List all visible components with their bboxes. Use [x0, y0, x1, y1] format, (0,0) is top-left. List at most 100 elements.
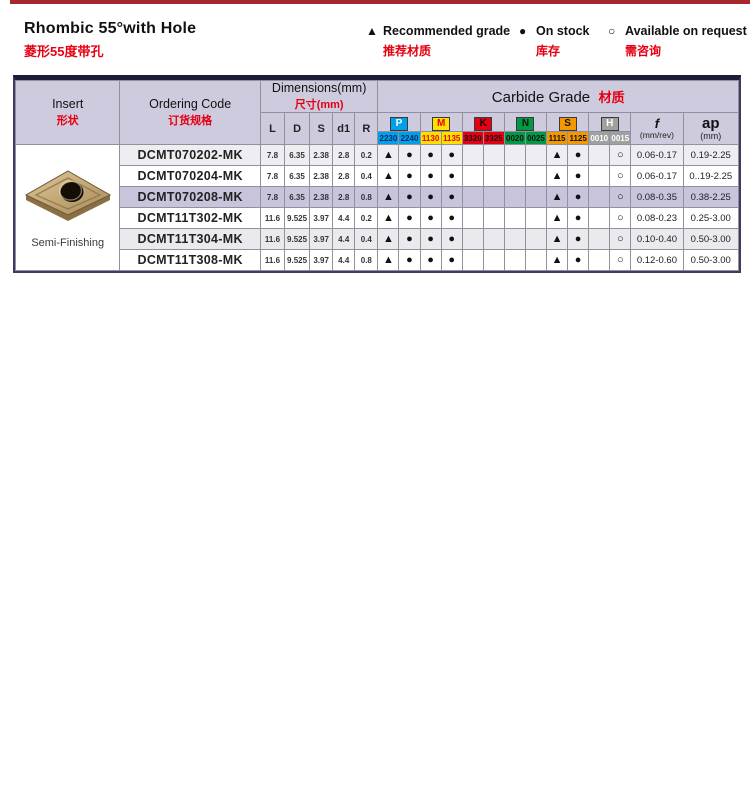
table-row: DCMT070204-MK 7.8 6.35 2.38 2.8 0.4 ▲ ● ● ● ▲ ● ○ 0.0…	[15, 165, 740, 187]
feed-label: f	[654, 116, 660, 131]
feed-range: 0.06-0.17	[630, 144, 684, 166]
depth-range: 0.25-3.00	[682, 207, 740, 229]
dimensions-header-en: Dimensions(mm)	[271, 81, 367, 96]
rhombic-insert-image	[24, 169, 111, 221]
table-row: DCMT070208-MK 7.8 6.35 2.38 2.8 0.8 ▲ ● ● ● ▲ ● ○ 0.0…	[15, 186, 740, 208]
grade-letter-header-H: H	[588, 112, 632, 132]
grade-mark-onstock: ●	[567, 207, 590, 229]
grade-mark-onstock: ●	[398, 249, 421, 271]
depth-unit: (mm)	[700, 130, 722, 141]
grade-mark-empty	[524, 144, 548, 166]
grade-badge: S	[558, 117, 577, 131]
grade-mark-empty	[588, 186, 611, 208]
grade-mark-onstock: ●	[440, 144, 463, 166]
table-body: Semi-Finishing DCMT070202-MK 7.8 6.35 2.38 2…	[14, 144, 740, 271]
triangle-icon: ▲	[366, 24, 378, 38]
grade-mark-recommended: ▲	[546, 144, 569, 166]
feed-range: 0.06-0.17	[630, 165, 684, 187]
grade-mark-recommended: ▲	[377, 144, 400, 166]
grade-mark-recommended: ▲	[377, 228, 400, 250]
grade-mark-onstock: ●	[398, 207, 421, 229]
grade-letter-header-P: P	[377, 112, 421, 132]
grade-mark-recommended: ▲	[546, 186, 569, 208]
insert-header-zh: 形状	[56, 115, 79, 127]
dimension-value: 2.38	[309, 165, 334, 187]
dimensions-column-header: Dimensions(mm) 尺寸(mm)	[259, 80, 379, 113]
insert-preview-cell: Semi-Finishing	[14, 144, 121, 271]
grade-badge: N	[516, 117, 535, 131]
depth-range: 0..19-2.25	[682, 165, 740, 187]
grade-mark-recommended: ▲	[546, 228, 569, 250]
grade-mark-empty	[461, 165, 484, 187]
grade-mark-onstock: ●	[398, 165, 421, 187]
grade-mark-onstock: ●	[398, 186, 421, 208]
grade-mark-request: ○	[609, 165, 632, 187]
grade-mark-empty	[482, 144, 505, 166]
dimension-value: 2.38	[309, 144, 334, 166]
grade-mark-onstock: ●	[440, 228, 463, 250]
dimension-value: 6.35	[283, 186, 311, 208]
grade-mark-empty	[524, 207, 548, 229]
page-title-block: Rhombic 55°with Hole 菱形55度带孔	[24, 20, 196, 60]
grade-mark-request: ○	[609, 249, 632, 271]
grade-mark-empty	[503, 186, 526, 208]
grade-mark-recommended: ▲	[546, 165, 569, 187]
dimension-value: 7.8	[259, 186, 286, 208]
grade-mark-recommended: ▲	[546, 207, 569, 229]
grade-mark-onstock: ●	[440, 165, 463, 187]
grade-mark-onstock: ●	[419, 144, 442, 166]
table-row: DCMT11T304-MK 11.6 9.525 3.97 4.4 0.4 ▲ ● ● ● ▲ ● ○ 0…	[15, 228, 740, 250]
ordering-code: DCMT070204-MK	[119, 165, 261, 187]
grade-mark-onstock: ●	[440, 207, 463, 229]
dimension-value: 6.35	[283, 144, 311, 166]
grade-mark-onstock: ●	[419, 249, 442, 271]
table-row: DCMT11T308-MK 11.6 9.525 3.97 4.4 0.8 ▲ ● ● ● ▲ ● ○ 0…	[15, 249, 740, 271]
ordering-header-en: Ordering Code	[149, 97, 232, 111]
legend: ▲ Recommended grade 推荐材质 ● On stock 库存 ○…	[366, 24, 747, 59]
grade-mark-request: ○	[609, 144, 632, 166]
ordering-code: DCMT11T304-MK	[119, 228, 261, 250]
grade-number: 2240	[398, 131, 421, 145]
product-table: Insert 形状 Ordering Code 订货规格 Dimensions(…	[13, 75, 741, 273]
ordering-code: DCMT070208-MK	[119, 186, 261, 208]
grade-mark-empty	[524, 249, 548, 271]
grade-mark-onstock: ●	[419, 228, 442, 250]
dim-col-d1: d1	[332, 112, 356, 145]
grade-number: 1115	[546, 131, 569, 145]
hollow-circle-icon: ○	[608, 24, 616, 38]
ordering-code: DCMT11T308-MK	[119, 249, 261, 271]
dimension-value: 4.4	[332, 207, 356, 229]
grade-mark-onstock: ●	[440, 249, 463, 271]
depth-range: 0.50-3.00	[682, 249, 740, 271]
legend-label: Available on request	[625, 24, 747, 38]
grade-mark-empty	[503, 249, 526, 271]
insert-header-en: Insert	[52, 97, 84, 111]
grade-mark-request: ○	[609, 186, 632, 208]
dimension-value: 7.8	[259, 144, 286, 166]
ordering-header-zh: 订货规格	[168, 115, 213, 127]
dimension-value: 4.4	[332, 249, 356, 271]
grade-mark-empty	[482, 165, 505, 187]
legend-label: On stock	[536, 24, 590, 38]
dim-col-S: S	[309, 112, 334, 145]
grade-mark-onstock: ●	[440, 186, 463, 208]
dimension-value: 3.97	[309, 228, 334, 250]
grade-mark-recommended: ▲	[377, 165, 400, 187]
dimension-value: 4.4	[332, 228, 356, 250]
header-row-sub: L D S d1 R P M K N S H f (mm/rev) ap (mm)	[16, 112, 740, 145]
dim-col-R: R	[354, 112, 379, 145]
grade-mark-empty	[503, 165, 526, 187]
dimension-value: 0.2	[354, 207, 379, 229]
page-title: Rhombic 55°with Hole	[24, 20, 197, 37]
grade-number: 0020	[503, 131, 526, 145]
grade-mark-empty	[588, 144, 611, 166]
dimension-value: 7.8	[259, 165, 286, 187]
grade-number: 0025	[524, 131, 548, 145]
feed-range: 0.10-0.40	[630, 228, 684, 250]
grade-badge: P	[389, 117, 408, 131]
grade-mark-empty	[524, 186, 548, 208]
legend-label-chinese: 需咨询	[625, 44, 662, 58]
dimension-value: 0.4	[354, 228, 379, 250]
carbide-header-en: Carbide Grade	[491, 88, 591, 106]
grade-mark-empty	[482, 207, 505, 229]
